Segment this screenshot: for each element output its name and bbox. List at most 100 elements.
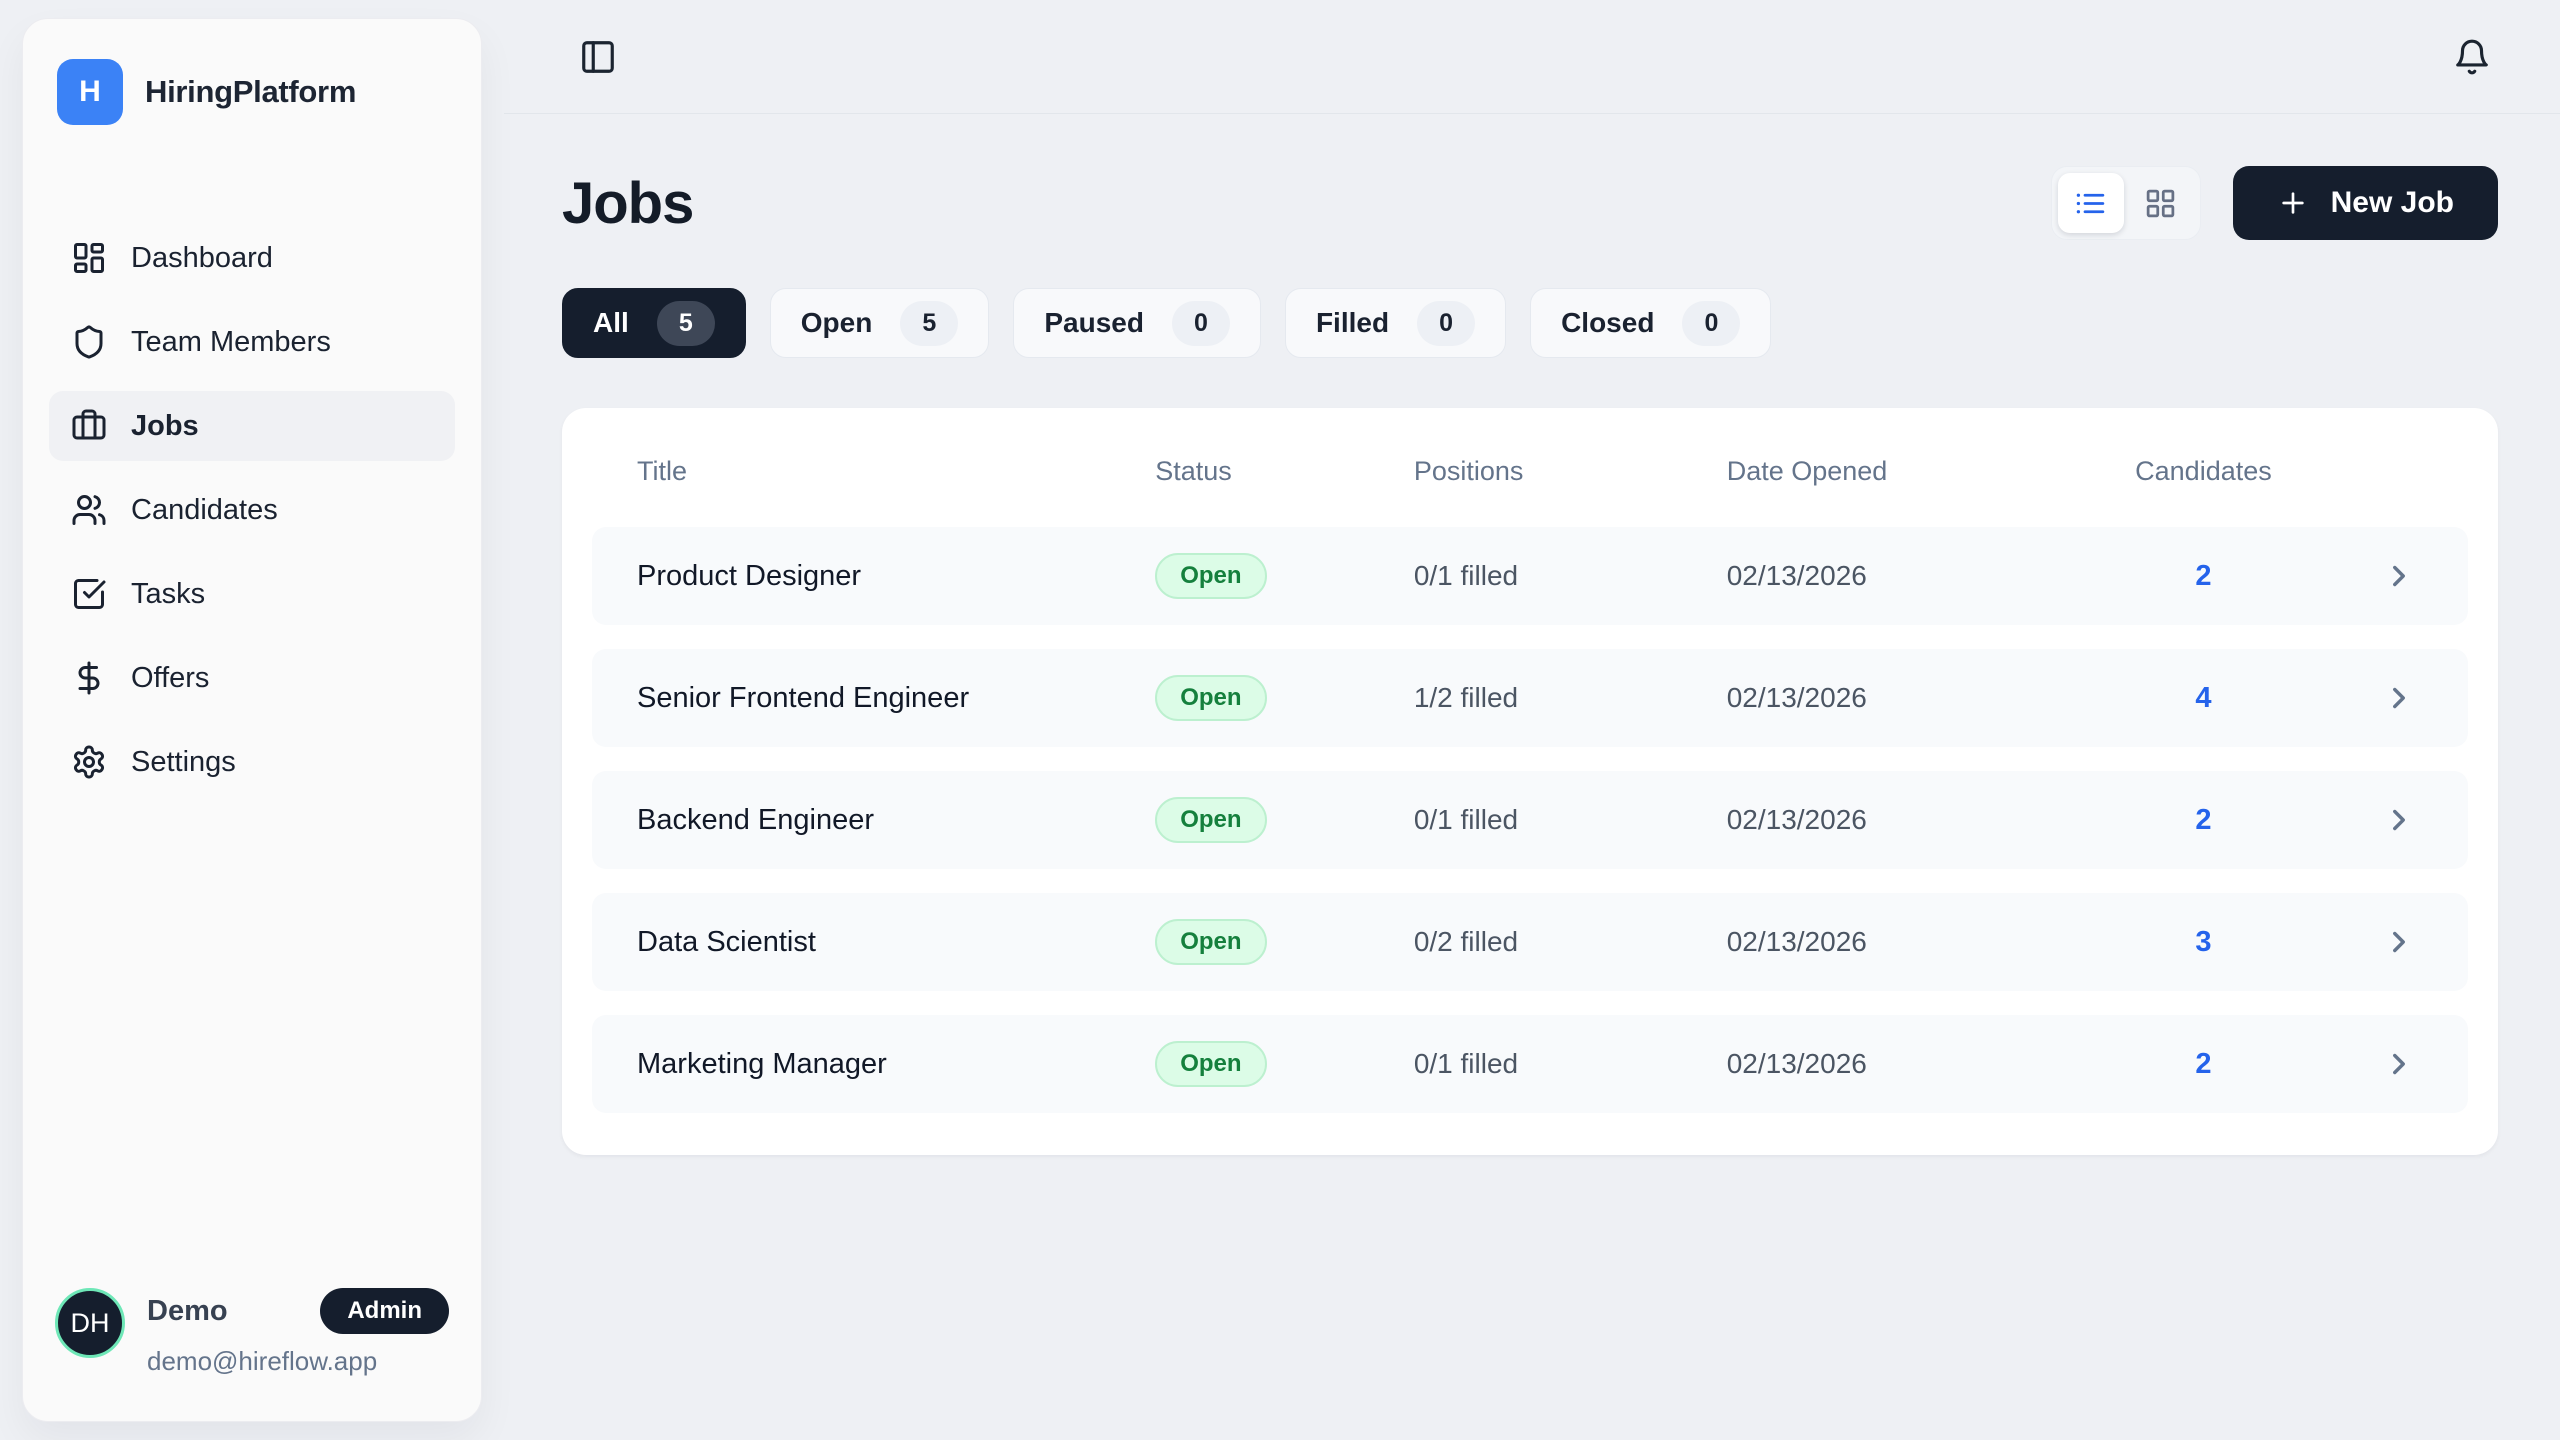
positions-cell: 1/2 filled [1413, 682, 1519, 713]
gear-icon [71, 744, 107, 780]
briefcase-icon [71, 408, 107, 444]
role-badge: Admin [320, 1288, 449, 1334]
table-row[interactable]: Backend Engineer Open 0/1 filled 02/13/2… [592, 771, 2468, 869]
sidebar: H HiringPlatform Dashboard Team Members … [22, 18, 482, 1422]
topbar [504, 0, 2560, 114]
positions-cell: 0/2 filled [1413, 926, 1519, 957]
users-icon [71, 492, 107, 528]
grid-view-button[interactable] [2128, 173, 2194, 233]
filter-tab-paused[interactable]: Paused 0 [1013, 288, 1261, 358]
sidebar-item-label: Settings [131, 745, 236, 778]
sidebar-item-offers[interactable]: Offers [49, 643, 455, 713]
status-badge: Open [1155, 553, 1267, 599]
sidebar-toggle-button[interactable] [574, 33, 622, 81]
avatar: DH [55, 1288, 125, 1358]
filter-tab-closed[interactable]: Closed 0 [1530, 288, 1772, 358]
list-icon [2074, 187, 2107, 220]
candidates-count[interactable]: 2 [2195, 803, 2212, 836]
table-row[interactable]: Product Designer Open 0/1 filled 02/13/2… [592, 527, 2468, 625]
chevron-right-icon [2382, 803, 2416, 837]
sidebar-item-label: Offers [131, 661, 210, 694]
filter-tab-count: 0 [1171, 300, 1230, 346]
row-open-button[interactable] [2376, 680, 2468, 716]
panel-left-icon [579, 38, 617, 76]
positions-cell: 0/1 filled [1413, 804, 1519, 835]
sidebar-item-settings[interactable]: Settings [49, 727, 455, 797]
status-badge: Open [1155, 919, 1267, 965]
column-header-title: Title [637, 456, 688, 486]
grid-icon [2144, 187, 2177, 220]
jobs-table-card: Title Status Positions Date Opened Candi… [562, 408, 2498, 1155]
bell-icon [2453, 38, 2491, 76]
table-row[interactable]: Data Scientist Open 0/2 filled 02/13/202… [592, 893, 2468, 991]
row-open-button[interactable] [2376, 802, 2468, 838]
sidebar-item-label: Tasks [131, 577, 206, 610]
job-title: Senior Frontend Engineer [637, 681, 970, 714]
filter-tab-label: Open [800, 307, 873, 338]
user-info: Demo Admin demo@hireflow.app [147, 1288, 449, 1377]
row-open-button[interactable] [2376, 924, 2468, 960]
user-email: demo@hireflow.app [147, 1346, 378, 1376]
chevron-right-icon [2382, 925, 2416, 959]
status-badge: Open [1155, 675, 1267, 721]
sidebar-nav: Dashboard Team Members Jobs Candidates T… [49, 223, 455, 797]
date-opened-cell: 02/13/2026 [1726, 804, 1867, 835]
plus-icon [2277, 187, 2309, 219]
filter-tab-label: Paused [1044, 307, 1144, 338]
main-area: Jobs [504, 0, 2560, 1440]
sidebar-item-jobs[interactable]: Jobs [49, 391, 455, 461]
filter-tab-count: 0 [1682, 300, 1741, 346]
job-title: Data Scientist [637, 925, 816, 958]
filter-tab-label: Closed [1561, 307, 1655, 338]
positions-cell: 0/1 filled [1413, 560, 1519, 591]
sidebar-item-label: Jobs [131, 409, 199, 442]
status-badge: Open [1155, 1041, 1267, 1087]
table-header: Title Status Positions Date Opened Candi… [592, 434, 2468, 527]
column-header-status: Status [1155, 456, 1232, 486]
user-profile[interactable]: DH Demo Admin demo@hireflow.app [49, 1288, 455, 1377]
filter-tab-open[interactable]: Open 5 [769, 288, 990, 358]
job-title: Backend Engineer [637, 803, 874, 836]
status-badge: Open [1155, 797, 1267, 843]
chevron-right-icon [2382, 559, 2416, 593]
shield-icon [71, 324, 107, 360]
list-view-button[interactable] [2057, 173, 2124, 233]
check-square-icon [71, 576, 107, 612]
page-title: Jobs [562, 170, 694, 236]
sidebar-item-dashboard[interactable]: Dashboard [49, 223, 455, 293]
filter-tab-all[interactable]: All 5 [562, 288, 746, 358]
candidates-count[interactable]: 2 [2195, 1047, 2212, 1080]
candidates-count[interactable]: 4 [2195, 681, 2212, 714]
sidebar-item-tasks[interactable]: Tasks [49, 559, 455, 629]
column-header-date-opened: Date Opened [1726, 456, 1888, 486]
dashboard-icon [71, 240, 107, 276]
sidebar-item-label: Team Members [131, 325, 331, 358]
page-header: Jobs [562, 166, 2498, 240]
chevron-right-icon [2382, 681, 2416, 715]
header-actions: New Job [2050, 166, 2498, 240]
dollar-icon [71, 660, 107, 696]
column-header-positions: Positions [1413, 456, 1524, 486]
sidebar-item-candidates[interactable]: Candidates [49, 475, 455, 545]
date-opened-cell: 02/13/2026 [1726, 926, 1867, 957]
job-title: Marketing Manager [637, 1047, 887, 1080]
brand: H HiringPlatform [49, 53, 455, 131]
new-job-button[interactable]: New Job [2232, 166, 2498, 240]
candidates-count[interactable]: 3 [2195, 925, 2212, 958]
sidebar-item-label: Candidates [131, 493, 278, 526]
filter-tab-label: Filled [1315, 307, 1390, 338]
table-row[interactable]: Marketing Manager Open 0/1 filled 02/13/… [592, 1015, 2468, 1113]
filter-tab-count: 0 [1417, 300, 1476, 346]
filter-tab-count: 5 [900, 300, 959, 346]
column-header-candidates: Candidates [2135, 456, 2272, 486]
notifications-button[interactable] [2448, 33, 2496, 81]
candidates-count[interactable]: 2 [2195, 559, 2212, 592]
content: Jobs [504, 114, 2560, 1155]
new-job-label: New Job [2330, 186, 2454, 219]
table-row[interactable]: Senior Frontend Engineer Open 1/2 filled… [592, 649, 2468, 747]
row-open-button[interactable] [2376, 558, 2468, 594]
row-open-button[interactable] [2376, 1046, 2468, 1082]
filter-tab-count: 5 [656, 300, 715, 346]
filter-tab-filled[interactable]: Filled 0 [1284, 288, 1507, 358]
sidebar-item-team-members[interactable]: Team Members [49, 307, 455, 377]
